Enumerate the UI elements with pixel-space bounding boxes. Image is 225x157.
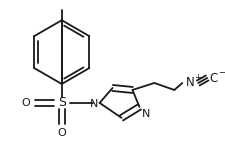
Text: N: N [90, 99, 98, 109]
Text: +: + [193, 73, 200, 81]
Text: N: N [141, 109, 149, 119]
Text: S: S [58, 96, 65, 109]
Text: O: O [21, 98, 30, 108]
Text: C: C [208, 71, 216, 84]
Text: N: N [185, 76, 194, 89]
Text: O: O [57, 128, 66, 138]
Text: −: − [217, 68, 225, 76]
